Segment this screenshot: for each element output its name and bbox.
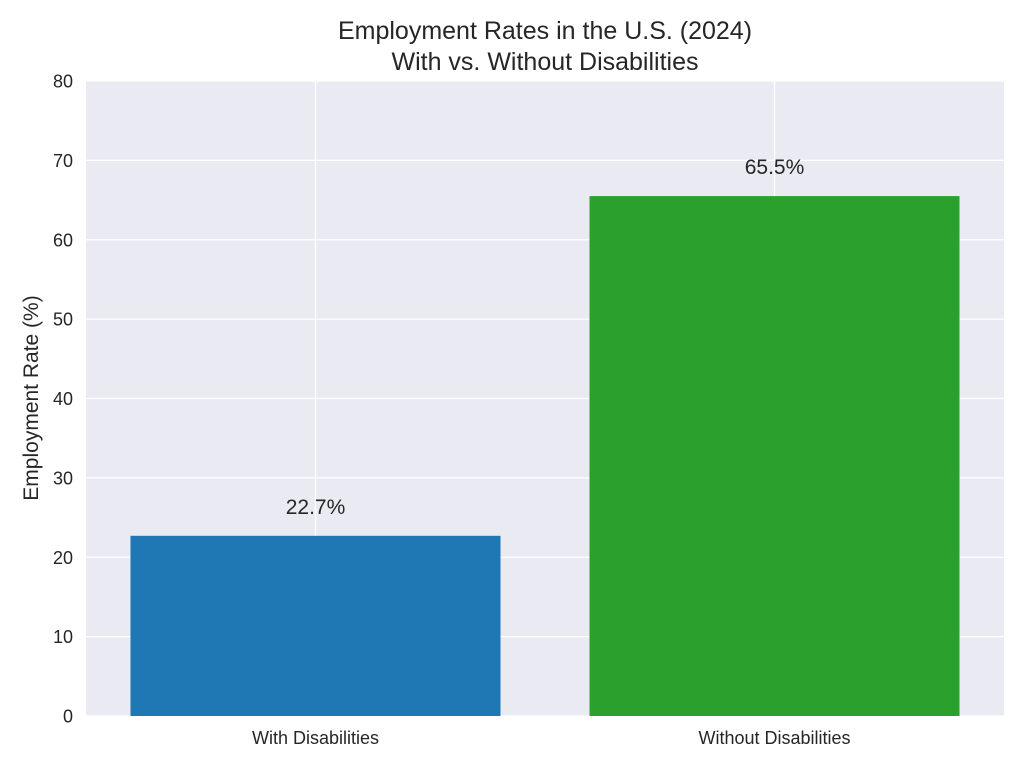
data-label: 65.5% <box>745 156 805 179</box>
y-tick-label: 60 <box>53 230 73 250</box>
y-axis-label: Employment Rate (%) <box>20 295 43 500</box>
y-tick-labels: 0 10 20 30 40 50 60 70 80 <box>53 72 73 727</box>
bars <box>130 196 960 716</box>
y-tick-label: 50 <box>53 310 73 330</box>
data-label: 22.7% <box>286 496 346 519</box>
bar <box>589 196 960 716</box>
y-tick-label: 40 <box>53 389 73 409</box>
y-tick-label: 30 <box>53 468 73 488</box>
y-tick-label: 70 <box>53 151 73 171</box>
y-tick-label: 80 <box>53 72 73 92</box>
x-tick-labels: With Disabilities Without Disabilities <box>252 728 851 748</box>
data-labels: 22.7% 65.5% <box>286 156 805 519</box>
y-tick-label: 10 <box>53 627 73 647</box>
y-tick-label: 20 <box>53 548 73 568</box>
bar <box>130 535 501 716</box>
chart-title: Employment Rates in the U.S. (2024) <box>338 17 752 45</box>
chart-subtitle: With vs. Without Disabilities <box>391 48 698 76</box>
y-tick-label: 0 <box>63 707 73 727</box>
x-tick-label: With Disabilities <box>252 728 379 748</box>
x-tick-label: Without Disabilities <box>698 728 850 748</box>
